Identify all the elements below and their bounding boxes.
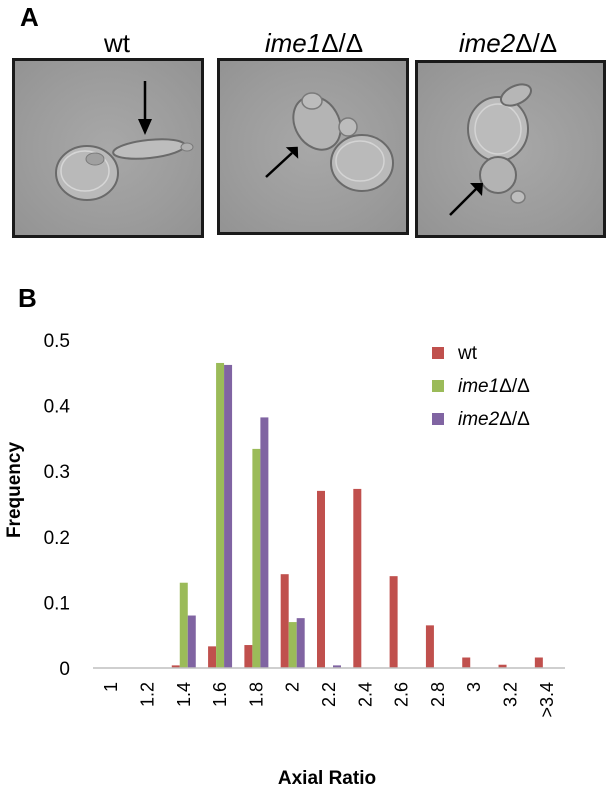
bar-wt-3 bbox=[462, 657, 471, 668]
frequency-bar-chart: Frequency Axial Ratio 0 0.1 0.2 0.3 0.4 0.5 1… bbox=[4, 331, 565, 789]
bar-marks bbox=[171, 362, 543, 668]
wt-micrograph bbox=[12, 58, 204, 238]
panel-b-letter: B bbox=[18, 283, 37, 313]
legend-label-italic: ime2 bbox=[458, 409, 500, 430]
ime1-image-label: ime1Δ/Δ bbox=[216, 28, 412, 59]
bar-wt-3.2 bbox=[498, 664, 507, 668]
legend-label-italic: ime1 bbox=[458, 376, 499, 397]
x-tick-label: 1.4 bbox=[174, 682, 194, 707]
bar-wt-2.8 bbox=[425, 625, 434, 668]
y-tick-label: 0.3 bbox=[44, 462, 70, 483]
bar-wt-2.4 bbox=[353, 488, 362, 668]
legend-label-suffix: Δ/Δ bbox=[499, 409, 530, 430]
x-tick-label: 1 bbox=[101, 682, 121, 692]
legend-label: ime2Δ/Δ bbox=[458, 409, 530, 430]
bar-wt-1.4 bbox=[171, 665, 180, 668]
x-axis-label: Axial Ratio bbox=[278, 768, 376, 789]
y-tick-label: 0.2 bbox=[44, 528, 70, 549]
x-tick-label: 1.8 bbox=[246, 682, 266, 707]
legend-swatch bbox=[432, 380, 444, 392]
legend-label: ime1Δ/Δ bbox=[458, 376, 530, 397]
wt-image-label: wt bbox=[27, 28, 207, 59]
y-axis-label: Frequency bbox=[4, 442, 25, 539]
x-tick-label: 1.6 bbox=[210, 682, 230, 707]
legend-label: wt bbox=[457, 343, 478, 364]
wt-micrograph-drawing bbox=[55, 81, 194, 201]
wt-label-text: wt bbox=[104, 28, 130, 58]
legend-swatch bbox=[432, 413, 444, 425]
y-tick-label: 0 bbox=[59, 659, 70, 680]
bar-wt-2.6 bbox=[389, 576, 398, 668]
x-tick-label: 1.2 bbox=[137, 682, 157, 707]
ime1-micrograph-drawing bbox=[265, 92, 394, 192]
y-tick-labels: 0 0.1 0.2 0.3 0.4 0.5 bbox=[44, 331, 71, 680]
bar-wt-1.6 bbox=[208, 646, 217, 668]
x-tick-label: 2.8 bbox=[428, 682, 448, 707]
bar-ime2-1.4 bbox=[187, 615, 196, 668]
y-tick-label: 0.4 bbox=[44, 397, 71, 418]
ime2-image-label: ime2Δ/Δ bbox=[412, 28, 604, 59]
bar-ime1-1.4 bbox=[179, 582, 188, 668]
ime1-label-suffix: Δ/Δ bbox=[321, 28, 364, 58]
ime1-micrograph bbox=[217, 58, 409, 235]
bar-wt-2.2 bbox=[317, 490, 325, 668]
ime2-micrograph bbox=[415, 60, 606, 238]
y-tick-label: 0.1 bbox=[44, 593, 70, 614]
bar-ime2-2.2 bbox=[333, 665, 341, 668]
x-tick-labels: 1 1.2 1.4 1.6 1.8 2 2.2 2.4 2.6 2.8 3 3.2 >3.4 bbox=[101, 682, 557, 718]
x-tick-label: 3.2 bbox=[501, 682, 521, 707]
bar-ime1-1.8 bbox=[252, 448, 261, 668]
bar-ime2-1.6 bbox=[224, 364, 233, 668]
bar-ime1-1.6 bbox=[216, 362, 225, 668]
x-tick-label: 2 bbox=[283, 682, 303, 692]
legend-swatch bbox=[432, 347, 444, 359]
x-tick-label: 2.4 bbox=[355, 682, 375, 707]
bar-ime2-1.8 bbox=[260, 417, 269, 668]
bar-wt->3.4 bbox=[534, 657, 543, 668]
ime1-label-italic: ime1 bbox=[264, 28, 322, 58]
x-tick-label: 2.2 bbox=[319, 682, 339, 707]
y-tick-label: 0.5 bbox=[44, 331, 70, 352]
bar-wt-2 bbox=[280, 574, 289, 668]
bar-wt-1.8 bbox=[244, 645, 253, 668]
legend-label-suffix: Δ/Δ bbox=[499, 376, 530, 397]
x-tick-label: 2.6 bbox=[392, 682, 412, 707]
x-tick-label: 3 bbox=[464, 682, 484, 692]
bar-ime1-2 bbox=[288, 622, 297, 668]
legend-label-text: wt bbox=[457, 343, 478, 364]
ime2-label-italic: ime2 bbox=[458, 28, 516, 58]
ime2-micrograph-drawing bbox=[449, 83, 532, 216]
bar-ime2-2 bbox=[296, 618, 305, 668]
x-tick-label: >3.4 bbox=[537, 682, 557, 718]
panel-a-letter: A bbox=[20, 2, 39, 32]
ime2-label-suffix: Δ/Δ bbox=[515, 28, 558, 58]
